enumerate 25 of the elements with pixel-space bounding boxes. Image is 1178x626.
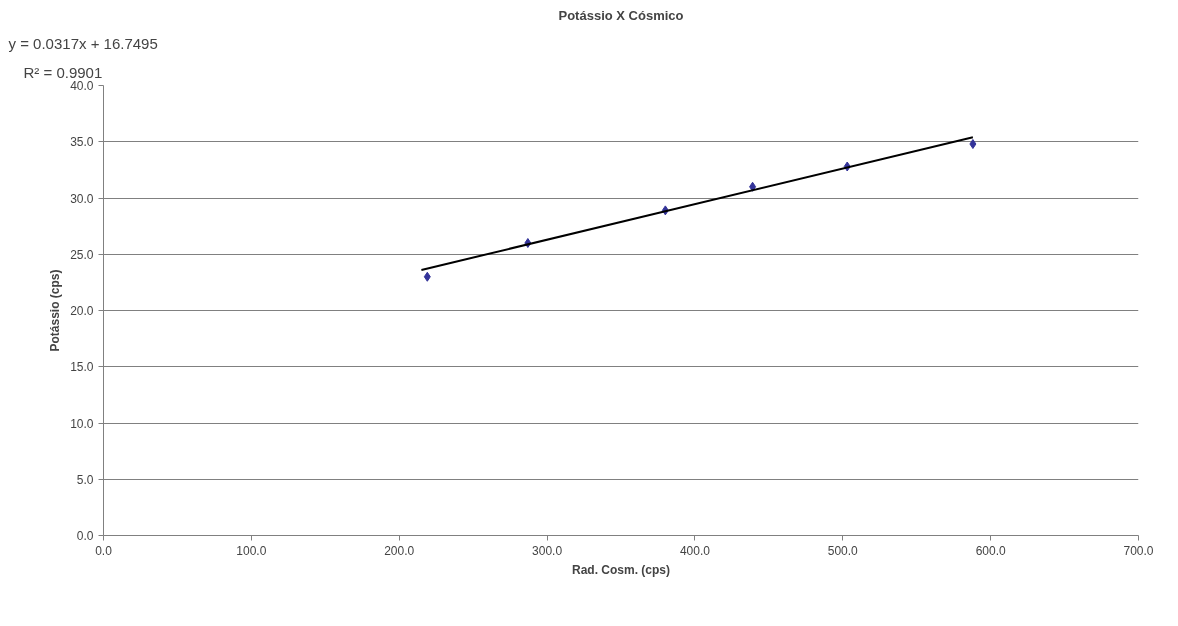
x-tick-label: 600.0 — [975, 543, 1006, 558]
x-tick-label: 400.0 — [679, 543, 711, 558]
chart-title: Potássio X Cósmico — [558, 7, 684, 23]
point — [969, 139, 977, 149]
y-tick-label: 30.0 — [70, 191, 94, 206]
point — [749, 181, 757, 192]
y-tick-label: 25.0 — [70, 247, 94, 262]
x-tick-label: 500.0 — [827, 543, 859, 558]
y-tick-label: 10.0 — [70, 416, 94, 431]
x-axis-title: Rad. Cosm. (cps) — [571, 562, 671, 577]
y-tick-label: 40.0 — [70, 79, 94, 93]
text: y = 0.0317x + 16.7495 — [8, 34, 158, 52]
x-tick-label: 0.0 — [95, 543, 113, 558]
y-tick-label: 0.0 — [76, 529, 94, 543]
x-tick-label: 700.0 — [1123, 543, 1154, 558]
y-tick-label: 5.0 — [76, 472, 94, 487]
x-tick-label: 100.0 — [236, 543, 267, 558]
point — [423, 271, 431, 282]
y-tick-label: 35.0 — [70, 135, 94, 150]
text: R² = 0.9901 — [23, 63, 103, 81]
y-axis-title: Potássio (cps) — [48, 269, 63, 352]
y-tick-label: 20.0 — [70, 304, 94, 318]
x-tick-label: 300.0 — [532, 543, 563, 558]
y-tick-label: 15.0 — [70, 360, 94, 375]
x-tick-label: 200.0 — [384, 543, 415, 558]
